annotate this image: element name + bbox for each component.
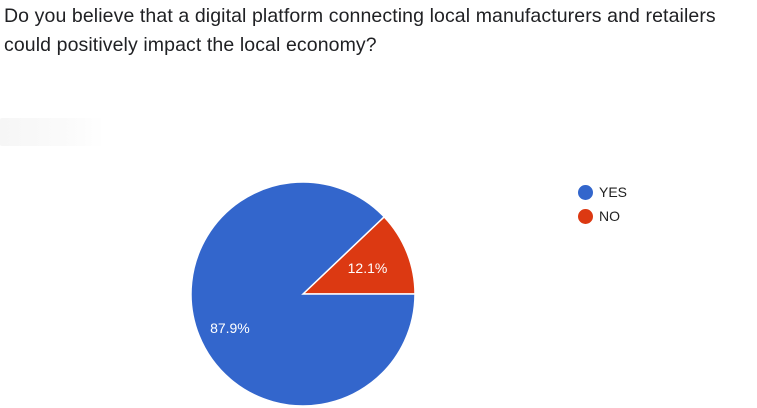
legend-label-yes: YES <box>599 184 628 200</box>
legend-swatch-yes <box>578 184 593 200</box>
question-title: Do you believe that a digital platform c… <box>4 5 716 56</box>
pie-slice-yes[interactable] <box>190 181 416 407</box>
pie-label-no: 12.1% <box>348 260 388 276</box>
legend-item-yes: YES <box>578 180 627 204</box>
placeholder-bar <box>0 118 104 146</box>
legend-item-no: NO <box>578 204 627 228</box>
pie-slice-no[interactable] <box>301 215 416 295</box>
legend-swatch-no <box>578 208 593 224</box>
chart-legend: YES NO <box>578 180 627 228</box>
legend-label-no: NO <box>599 208 620 224</box>
pie-label-yes: 87.9% <box>210 320 250 336</box>
